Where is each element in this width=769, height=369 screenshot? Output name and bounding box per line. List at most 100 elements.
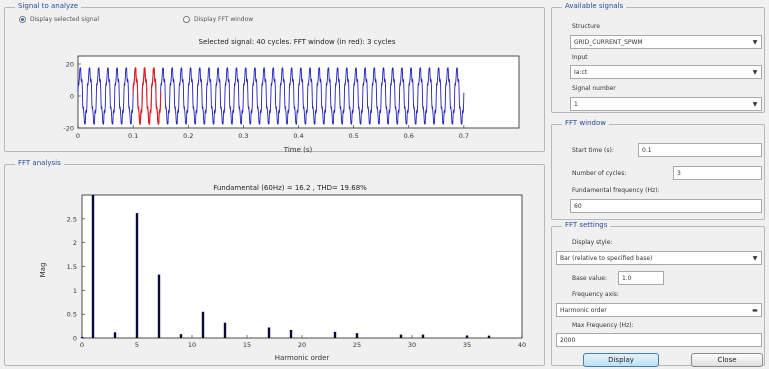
fft-y-label: Mag <box>39 263 47 278</box>
fft-bar <box>289 329 293 338</box>
signal-group-title: Signal to analyze <box>15 2 82 10</box>
input-value: Ia:ct <box>574 69 588 76</box>
fft-group-title: FFT analysis <box>15 159 64 167</box>
signal-to-analyze-group: Signal to analyze Display selected signa… <box>4 2 545 154</box>
signal-y-tick-label: 20 <box>66 61 74 69</box>
input-select[interactable]: Ia:ct ▼ <box>570 65 762 79</box>
max-frequency-input[interactable]: 2000 <box>556 333 762 347</box>
fft-x-tick-label: 15 <box>243 341 251 349</box>
radio-selected-label: Display selected signal <box>30 16 100 23</box>
fft-y-tick-label: 0 <box>73 335 77 343</box>
structure-select[interactable]: GRID_CURRENT_SPWM ▼ <box>570 35 762 49</box>
chevron-down-icon: ▼ <box>752 68 758 76</box>
fft-bar <box>91 195 95 338</box>
fft-plot-title: Fundamental (60Hz) = 16.2 , THD= 19.68% <box>213 184 367 192</box>
chevron-down-icon: ▬ <box>752 306 758 314</box>
radio-selected-dot-icon <box>19 16 26 23</box>
fft-bar <box>267 327 271 338</box>
frequency-axis-label: Frequency axis: <box>572 291 619 298</box>
fft-y-tick-label: 2 <box>73 239 77 247</box>
fft-bar <box>157 274 161 338</box>
display-fft-window-radio[interactable]: Display FFT window <box>183 16 253 23</box>
fft-bar <box>135 213 139 338</box>
fft-bar <box>421 334 425 338</box>
signal-x-tick-label: 0 <box>76 132 80 140</box>
frequency-axis-select[interactable]: Harmonic order ▬ <box>556 303 762 317</box>
display-style-value: Bar (relative to specified base) <box>560 255 653 262</box>
base-value-input[interactable]: 1.0 <box>618 271 664 285</box>
fft-bar <box>179 334 183 338</box>
fft-settings-title: FFT settings <box>562 221 611 229</box>
signal-number-label: Signal number <box>572 85 616 92</box>
fft-bar <box>465 335 469 338</box>
fft-x-tick-label: 35 <box>463 341 471 349</box>
display-style-select[interactable]: Bar (relative to specified base) ▼ <box>556 251 762 265</box>
fft-window-group: FFT window Start time (s): 0.1 Number of… <box>551 119 765 220</box>
number-of-cycles-input[interactable]: 3 <box>673 166 762 180</box>
base-value-label: Base value: <box>572 275 607 282</box>
display-button[interactable]: Display <box>583 353 659 367</box>
display-style-label: Display style: <box>572 239 613 246</box>
radio-fft-dot-icon <box>183 16 190 23</box>
number-of-cycles-label: Number of cycles: <box>572 170 627 177</box>
signal-x-tick-label: 0.1 <box>128 132 138 140</box>
fft-window-line <box>132 67 162 125</box>
fft-x-tick-label: 0 <box>80 341 84 349</box>
signal-x-tick-label: 0.5 <box>348 132 358 140</box>
fft-settings-group: FFT settings Display style: Bar (relativ… <box>551 221 765 366</box>
chevron-down-icon: ▼ <box>752 38 758 46</box>
signal-number-value: 1 <box>574 101 578 108</box>
chevron-down-icon: ▼ <box>752 254 758 262</box>
fft-plot-area <box>81 194 523 339</box>
signal-y-tick-label: 0 <box>70 93 74 101</box>
structure-label: Structure <box>572 23 600 30</box>
signal-number-select[interactable]: 1 ▼ <box>570 97 762 111</box>
signal-x-label: Time (s) <box>283 146 313 154</box>
fft-window-title: FFT window <box>562 119 609 127</box>
fundamental-frequency-value: 60 <box>574 203 582 210</box>
start-time-label: Start time (s): <box>572 147 614 154</box>
display-selected-signal-radio[interactable]: Display selected signal <box>19 16 99 23</box>
fft-y-tick-label: 0.5 <box>67 311 77 319</box>
fft-y-tick-label: 2.5 <box>67 215 77 223</box>
fft-bar <box>223 322 227 338</box>
fft-y-tick-label: 1 <box>73 287 77 295</box>
fft-plot: 0 5 10 15 20 25 30 35 40 0 0.5 1 1.5 2 2.5 Harmonic or… <box>39 194 526 362</box>
input-label: Input <box>572 54 588 61</box>
fft-x-label: Harmonic order <box>275 354 330 362</box>
fft-bar <box>201 311 205 338</box>
fft-x-tick-label: 25 <box>353 341 361 349</box>
radio-fft-label: Display FFT window <box>194 16 254 23</box>
fft-x-tick-label: 30 <box>408 341 416 349</box>
fft-bar <box>355 333 359 338</box>
signal-x-tick-label: 0.4 <box>293 132 303 140</box>
structure-value: GRID_CURRENT_SPWM <box>574 39 643 46</box>
start-time-value: 0.1 <box>642 147 652 154</box>
signal-y-tick-label: -20 <box>63 125 74 133</box>
fft-x-tick-label: 10 <box>188 341 196 349</box>
close-button[interactable]: Close <box>691 353 763 367</box>
fft-y-tick-label: 1.5 <box>67 263 77 271</box>
fundamental-frequency-input[interactable]: 60 <box>570 199 762 213</box>
start-time-input[interactable]: 0.1 <box>638 143 762 157</box>
frequency-axis-value: Harmonic order <box>560 307 607 314</box>
max-frequency-label: Max Frequency (Hz): <box>572 322 634 329</box>
max-frequency-value: 2000 <box>560 337 576 344</box>
signal-x-tick-label: 0.6 <box>404 132 414 140</box>
signal-x-tick-label: 0.3 <box>238 132 248 140</box>
fft-x-tick-label: 5 <box>135 341 139 349</box>
fft-x-tick-label: 40 <box>518 341 526 349</box>
signal-x-tick-label: 0.7 <box>459 132 469 140</box>
chevron-down-icon: ▼ <box>752 100 758 108</box>
fundamental-frequency-label: Fundamental frequency (Hz): <box>572 187 660 194</box>
available-signals-group: Available signals Structure GRID_CURRENT… <box>551 2 765 113</box>
number-of-cycles-value: 3 <box>677 170 681 177</box>
fft-analysis-group: FFT analysis Fundamental (60Hz) = 16.2 ,… <box>4 159 545 366</box>
fft-x-tick-label: 20 <box>298 341 306 349</box>
fft-bar <box>80 337 84 338</box>
signal-plot-title: Selected signal: 40 cycles. FFT window (… <box>198 38 396 46</box>
signal-x-tick-label: 0.2 <box>183 132 193 140</box>
fft-bar <box>487 335 491 338</box>
fft-bar <box>333 331 337 338</box>
